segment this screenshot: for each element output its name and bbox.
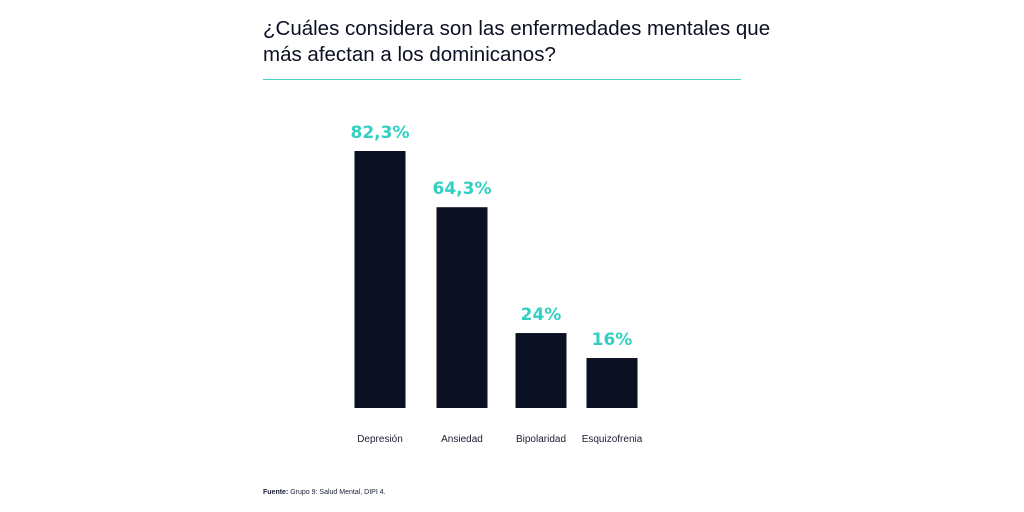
category-label-1: Depresión: [357, 434, 403, 445]
category-label-4: Esquizofrenia: [582, 434, 643, 445]
title-divider: [263, 79, 741, 80]
chart-title: ¿Cuáles considera son las enfermedades m…: [263, 17, 771, 66]
category-label-2: Ansiedad: [441, 434, 483, 445]
category-label-3: Bipolaridad: [516, 434, 566, 445]
value-label-2: 64,3%: [433, 179, 492, 199]
bar-3: [515, 333, 567, 408]
value-label-1: 82,3%: [351, 123, 410, 143]
value-label-4: 16%: [592, 330, 633, 350]
bar-4: [586, 358, 638, 408]
bar-1: [354, 151, 406, 408]
bar-2: [436, 207, 488, 408]
source-note: Fuente: Grupo 9: Salud Mental, DIPI 4.: [263, 489, 386, 496]
value-label-3: 24%: [521, 305, 562, 325]
source-label: Fuente:: [263, 489, 289, 496]
source-text: Grupo 9: Salud Mental, DIPI 4.: [288, 489, 386, 496]
